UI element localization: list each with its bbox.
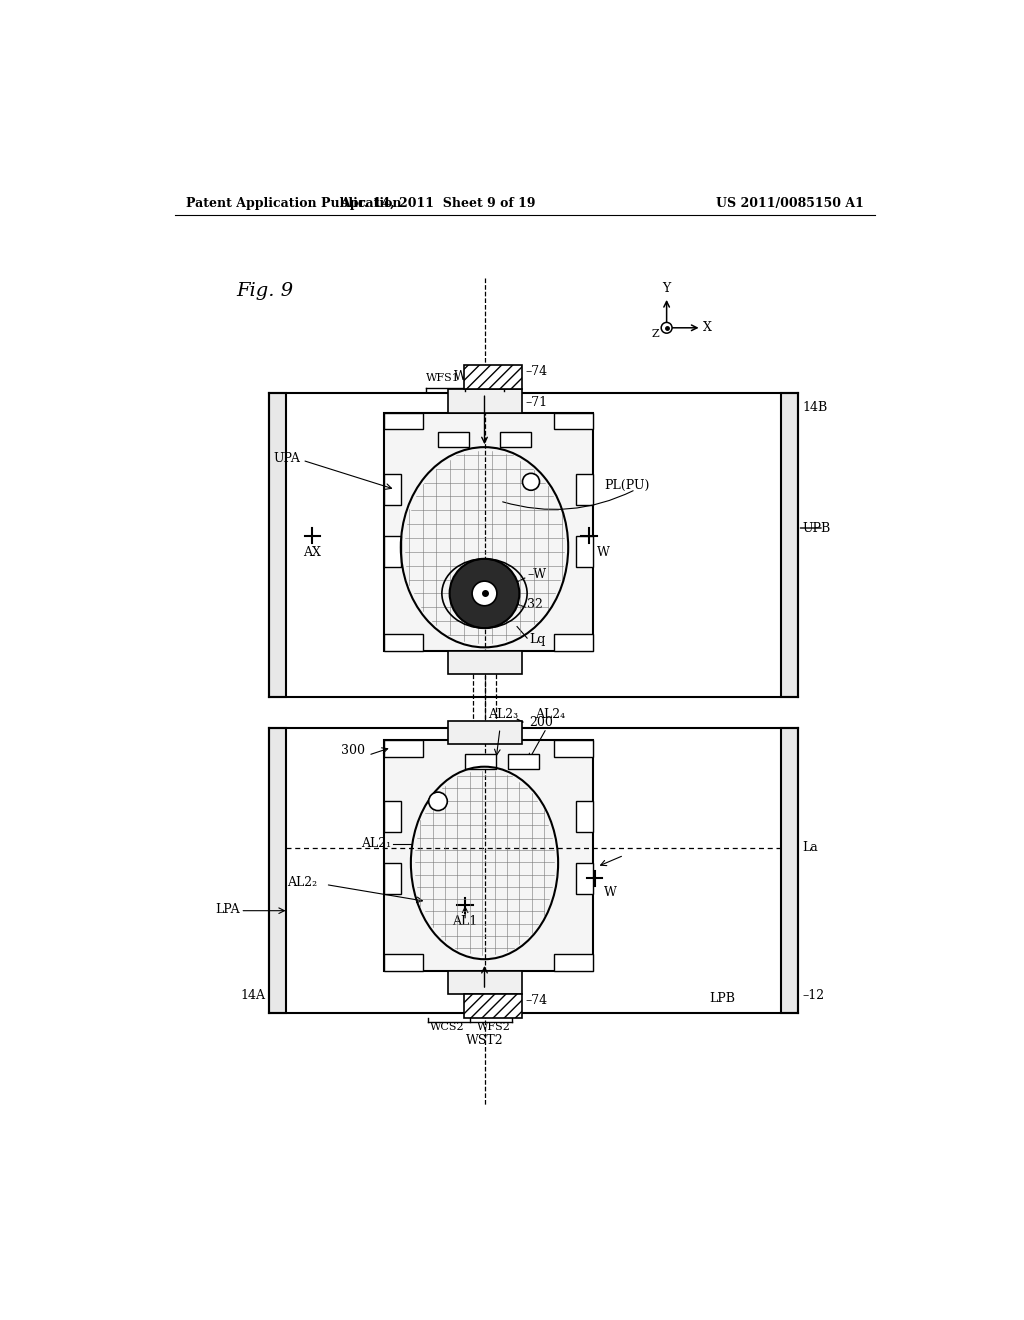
Bar [384,739,593,970]
Text: W: W [604,886,616,899]
Bar [384,412,593,651]
Bar [384,536,400,566]
Text: W: W [597,546,609,560]
Text: AL2₁: AL2₁ [361,837,391,850]
Bar [384,412,423,429]
Text: AL2₄: AL2₄ [535,708,565,721]
Text: WCS2: WCS2 [430,1022,465,1032]
Circle shape [662,322,672,333]
Bar [269,729,286,1014]
Bar [384,739,423,756]
Text: AL2₂: AL2₂ [287,875,317,888]
Circle shape [450,558,519,628]
Bar [449,651,521,675]
Circle shape [429,792,447,810]
Text: WFS1: WFS1 [426,374,460,383]
Text: –12: –12 [802,989,824,1002]
Bar [384,635,423,651]
Bar [554,739,593,756]
Text: –W: –W [527,568,546,581]
Text: 14B: 14B [802,401,827,414]
Bar [780,393,798,697]
Bar [500,432,531,447]
Text: Fig. 9: Fig. 9 [237,281,294,300]
Text: LPB: LPB [710,993,735,1006]
Bar [449,389,521,413]
Text: 14A: 14A [241,989,265,1002]
Circle shape [522,474,540,490]
Bar [464,994,521,1019]
Bar [575,536,593,566]
Bar [554,412,593,429]
Bar [575,801,593,832]
Text: US 2011/0085150 A1: US 2011/0085150 A1 [717,197,864,210]
Text: Lq: Lq [529,634,546,647]
Bar [554,954,593,970]
Bar [384,474,400,506]
Bar [465,754,496,770]
Text: Z: Z [652,330,659,339]
Text: –74: –74 [525,364,548,378]
Text: WFS2: WFS2 [477,1022,511,1032]
Text: –74: –74 [525,994,548,1007]
Text: WST1: WST1 [454,370,492,383]
Text: –71: –71 [525,396,548,409]
Bar [384,863,400,894]
Bar [269,393,286,697]
Text: 300: 300 [341,743,366,756]
Bar [575,474,593,506]
Text: 200: 200 [529,715,553,729]
Bar [384,801,400,832]
Text: AL2₃: AL2₃ [488,708,518,721]
Text: Y: Y [663,282,671,296]
Bar [438,432,469,447]
Bar [449,721,521,743]
Bar [780,729,798,1014]
Bar [508,754,539,770]
Text: Patent Application Publication: Patent Application Publication [186,197,401,210]
Text: WST2: WST2 [466,1034,504,1047]
Text: LPA: LPA [216,903,241,916]
Bar [464,364,521,389]
Text: Apr. 14, 2011  Sheet 9 of 19: Apr. 14, 2011 Sheet 9 of 19 [340,197,536,210]
Bar [449,970,521,994]
Text: UPB: UPB [802,521,830,535]
Text: X: X [703,321,712,334]
Text: AL1: AL1 [453,915,478,928]
Text: PL(PU): PL(PU) [604,479,650,492]
Bar [384,954,423,970]
Text: WCS1: WCS1 [469,374,504,383]
Bar [575,863,593,894]
Text: AX: AX [303,546,322,560]
Text: LV: LV [490,371,507,384]
Text: La: La [802,841,818,854]
Bar [554,635,593,651]
Text: 32: 32 [527,598,543,611]
Circle shape [472,581,497,606]
Text: UPA: UPA [273,453,301,465]
